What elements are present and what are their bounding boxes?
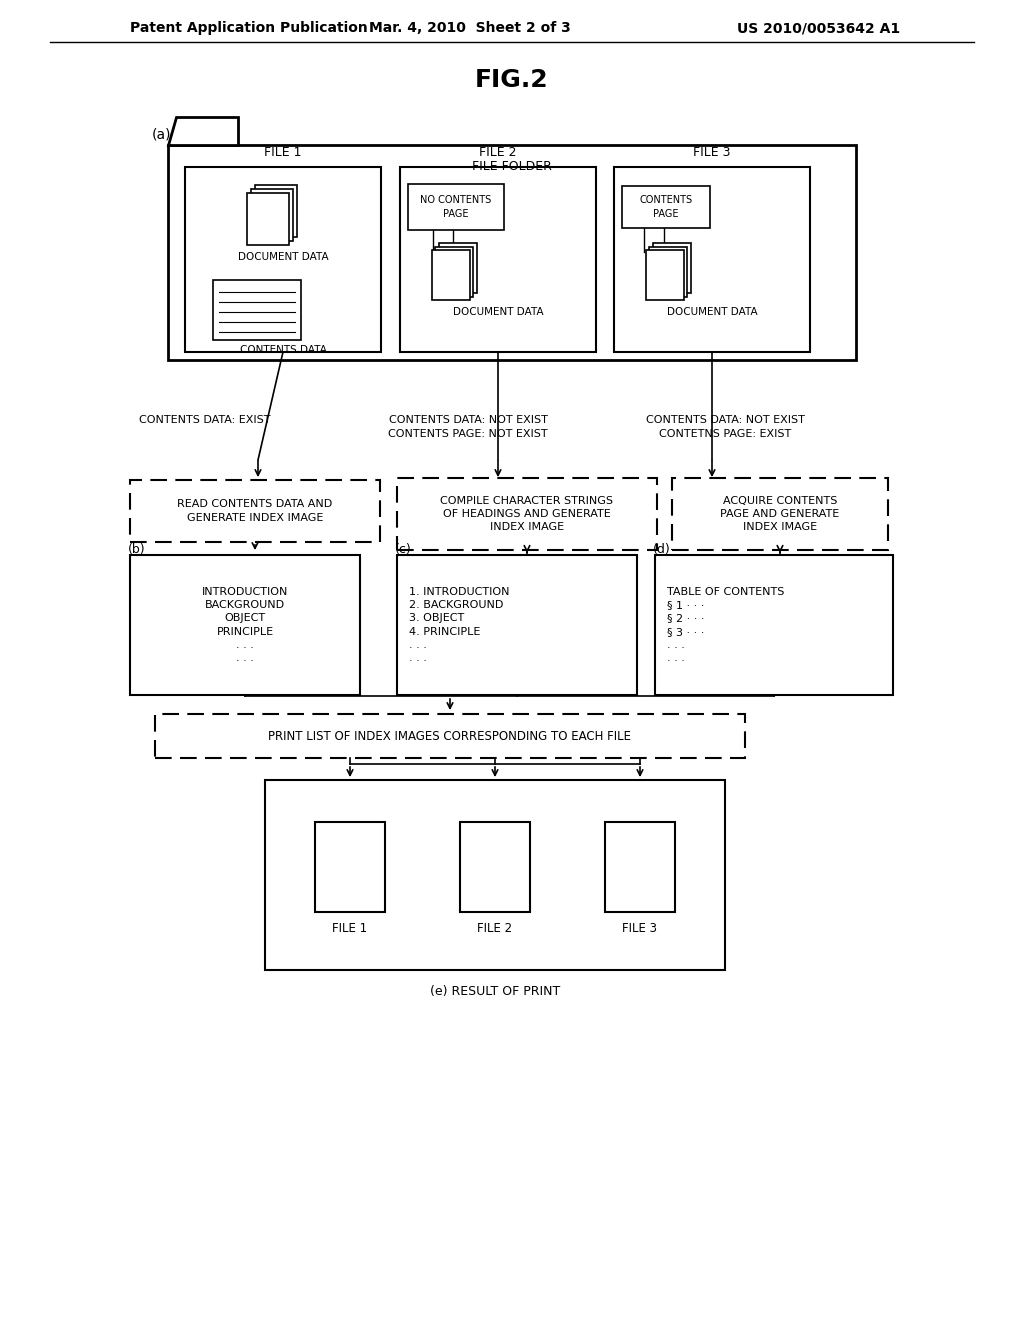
Bar xyxy=(397,554,637,696)
Bar xyxy=(247,193,289,246)
Text: FIG.2: FIG.2 xyxy=(475,69,549,92)
Bar xyxy=(432,249,470,300)
Text: CONTENTS DATA: EXIST: CONTENTS DATA: EXIST xyxy=(139,414,270,425)
Text: (e) RESULT OF PRINT: (e) RESULT OF PRINT xyxy=(430,986,560,998)
Bar xyxy=(265,780,725,970)
Text: Mar. 4, 2010  Sheet 2 of 3: Mar. 4, 2010 Sheet 2 of 3 xyxy=(369,21,570,36)
Text: CONTENTS DATA: NOT EXIST
CONTENTS PAGE: NOT EXIST: CONTENTS DATA: NOT EXIST CONTENTS PAGE: … xyxy=(388,416,548,438)
Bar xyxy=(255,185,297,238)
Text: US 2010/0053642 A1: US 2010/0053642 A1 xyxy=(737,21,900,36)
Bar xyxy=(155,714,745,758)
Polygon shape xyxy=(168,117,238,145)
Bar xyxy=(646,249,684,300)
Text: CONTENTS
PAGE: CONTENTS PAGE xyxy=(639,195,692,219)
Text: READ CONTENTS DATA AND
GENERATE INDEX IMAGE: READ CONTENTS DATA AND GENERATE INDEX IM… xyxy=(177,499,333,523)
Text: (a): (a) xyxy=(152,128,171,143)
Bar xyxy=(435,247,473,297)
Text: FILE 1: FILE 1 xyxy=(264,147,302,160)
Bar xyxy=(130,554,360,696)
Bar xyxy=(672,478,888,550)
Text: FILE 3: FILE 3 xyxy=(623,921,657,935)
Bar xyxy=(622,186,710,228)
Bar xyxy=(213,280,301,341)
Text: CONTENTS DATA: NOT EXIST
CONTETNS PAGE: EXIST: CONTENTS DATA: NOT EXIST CONTETNS PAGE: … xyxy=(645,416,805,438)
Bar xyxy=(251,189,293,242)
Bar xyxy=(653,243,691,293)
Text: TABLE OF CONTENTS
§ 1 · · ·
§ 2 · · ·
§ 3 · · ·
. . .
. . .: TABLE OF CONTENTS § 1 · · · § 2 · · · § … xyxy=(667,587,784,663)
Text: FILE FOLDER: FILE FOLDER xyxy=(472,161,552,173)
Text: 1. INTRODUCTION
2. BACKGROUND
3. OBJECT
4. PRINCIPLE
. . .
. . .: 1. INTRODUCTION 2. BACKGROUND 3. OBJECT … xyxy=(409,587,510,663)
Bar xyxy=(408,183,504,230)
Text: DOCUMENT DATA: DOCUMENT DATA xyxy=(238,252,329,261)
Bar xyxy=(168,145,856,360)
Text: (b): (b) xyxy=(128,543,145,556)
Text: INTRODUCTION
BACKGROUND
OBJECT
PRINCIPLE
. . .
. . .: INTRODUCTION BACKGROUND OBJECT PRINCIPLE… xyxy=(202,587,288,663)
Text: PRINT LIST OF INDEX IMAGES CORRESPONDING TO EACH FILE: PRINT LIST OF INDEX IMAGES CORRESPONDING… xyxy=(268,730,632,742)
Bar xyxy=(400,168,596,352)
Text: (c): (c) xyxy=(395,543,412,556)
Bar xyxy=(460,822,530,912)
Text: ACQUIRE CONTENTS
PAGE AND GENERATE
INDEX IMAGE: ACQUIRE CONTENTS PAGE AND GENERATE INDEX… xyxy=(720,496,840,532)
Text: DOCUMENT DATA: DOCUMENT DATA xyxy=(453,308,544,317)
Text: Patent Application Publication: Patent Application Publication xyxy=(130,21,368,36)
Text: NO CONTENTS
PAGE: NO CONTENTS PAGE xyxy=(421,195,492,219)
Text: (d): (d) xyxy=(653,543,671,556)
Bar xyxy=(649,247,687,297)
Bar xyxy=(605,822,675,912)
Text: FILE 3: FILE 3 xyxy=(693,147,731,160)
Text: COMPILE CHARACTER STRINGS
OF HEADINGS AND GENERATE
INDEX IMAGE: COMPILE CHARACTER STRINGS OF HEADINGS AN… xyxy=(440,496,613,532)
Bar xyxy=(185,168,381,352)
Text: FILE 1: FILE 1 xyxy=(333,921,368,935)
Text: DOCUMENT DATA: DOCUMENT DATA xyxy=(667,308,758,317)
Bar xyxy=(130,480,380,543)
Bar xyxy=(655,554,893,696)
Bar xyxy=(439,243,477,293)
Text: FILE 2: FILE 2 xyxy=(477,921,513,935)
Bar xyxy=(397,478,657,550)
Bar xyxy=(614,168,810,352)
Text: FILE 2: FILE 2 xyxy=(479,147,517,160)
Bar xyxy=(315,822,385,912)
Text: CONTENTS DATA: CONTENTS DATA xyxy=(240,345,327,355)
